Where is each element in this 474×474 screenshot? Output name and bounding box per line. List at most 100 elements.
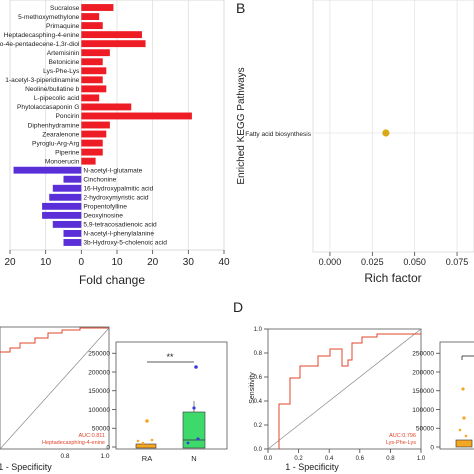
metabolite-label: Lys-Phe-Lys xyxy=(43,68,80,75)
metabolite-label: L-pipecolic acid xyxy=(34,95,80,102)
x-tick-label: 10 xyxy=(111,257,123,268)
y-tick-label: 0 xyxy=(430,444,434,451)
metabolite-label: Zearalenone xyxy=(42,131,79,138)
fold-change-bar xyxy=(81,103,132,111)
fold-change-bar xyxy=(81,85,107,93)
y-tick-label: 250000 xyxy=(88,351,110,358)
y-tick-label: 0.8 xyxy=(254,351,263,357)
metabolite-label: N-acetyl-l-phenylalanine xyxy=(83,231,154,238)
auc-label: AUC:0.811 xyxy=(79,433,106,439)
pathway-label: Fatty acid biosynthesis xyxy=(245,131,312,138)
metabolite-label: Cinchonine xyxy=(83,176,116,183)
fold-change-bar xyxy=(81,112,192,120)
group-label-n: N xyxy=(191,454,196,463)
y-axis-title: Sensitivity xyxy=(249,372,256,404)
metabolite-label: Diphenhydramine xyxy=(28,122,80,129)
y-tick-label: 250000 xyxy=(412,351,434,358)
metabolite-label: 2-hydroxymyristic acid xyxy=(83,195,149,202)
panel-label-b: B xyxy=(236,0,245,16)
boxplot-c: 0 50000 100000 150000 200000 250000 ** RA N xyxy=(88,341,228,463)
y-tick-label: 200000 xyxy=(412,369,434,376)
metabolite-label: Artemisinin xyxy=(47,50,80,57)
metabolite-label: mino-4e-pentadecene-1,3r-diol xyxy=(0,41,80,48)
y-tick-label: 1.0 xyxy=(254,327,263,333)
fold-change-bar xyxy=(81,49,110,57)
x-axis-title: 1 - Specificity xyxy=(285,462,339,472)
significance-marker: ** xyxy=(166,352,174,362)
x-tick-label: 0.6 xyxy=(356,456,365,462)
fold-change-bar xyxy=(63,230,82,237)
x-tick-label: 0.8 xyxy=(60,453,69,460)
metabolite-label: Monoerucin xyxy=(45,158,80,165)
y-tick-label: 0.2 xyxy=(254,423,263,429)
roc-curve-c: AUC:0.811 Heptadecasphing-4-enine 0.8 1.… xyxy=(0,326,110,472)
fold-change-bar xyxy=(42,202,82,210)
fold-change-bar xyxy=(49,193,82,201)
metabolite-label: 16-Hydroxypalmitic acid xyxy=(83,186,153,193)
x-tick-label: 1.0 xyxy=(417,456,426,462)
plot-area xyxy=(439,341,474,450)
box-ra xyxy=(455,387,473,448)
x-tick-label: 0.075 xyxy=(446,257,469,267)
fold-change-bar xyxy=(63,239,82,246)
fold-change-bar xyxy=(81,157,96,165)
x-tick-label: 0.050 xyxy=(403,257,426,267)
metabolite-label: 5,9-tetracosadienoic acid xyxy=(83,222,157,229)
roc-line xyxy=(0,327,109,353)
fold-change-bar xyxy=(81,31,142,39)
x-tick-label: 0.000 xyxy=(319,257,342,267)
metabolite-label: Phytolaccasaponin G xyxy=(17,104,79,111)
y-tick-label: 0.4 xyxy=(254,399,263,405)
fold-change-bar xyxy=(81,121,110,129)
metabolite-label: Heptadecasphing-4-enine xyxy=(4,32,80,39)
metabolite-label: Deoxyinosine xyxy=(83,213,123,220)
metabolite-label: Sucralose xyxy=(50,5,80,12)
fold-change-bar-chart: Sucralose 5-methoxymethylone Primaquine Hep… xyxy=(0,0,230,287)
y-tick-label: 50000 xyxy=(92,426,110,433)
metabolite-label: Propentofylline xyxy=(83,204,127,211)
box-n xyxy=(182,365,206,449)
plot-area xyxy=(115,341,228,450)
x-tick-label: 20 xyxy=(147,257,159,268)
x-tick-label: 10 xyxy=(40,257,52,268)
y-tick-label: 50000 xyxy=(416,426,434,433)
metabolite-label: Heptadecasphing-4-enine xyxy=(42,440,105,446)
y-tick-label: 0 xyxy=(106,444,110,451)
fold-change-bar xyxy=(52,184,82,192)
y-tick-label: 100000 xyxy=(88,407,110,414)
boxplot-d: 0 50000 100000 150000 200000 250000 xyxy=(412,341,474,451)
x-tick-label: 0 xyxy=(79,257,85,268)
x-axis-title: Rich factor xyxy=(364,271,421,285)
fold-change-bar xyxy=(81,58,103,66)
fold-change-bar xyxy=(81,148,103,156)
fold-change-bar xyxy=(81,4,114,11)
metabolite-label: 5-methoxymethylone xyxy=(18,14,80,21)
metabolite-label: Lys-Phe-Lys xyxy=(386,440,416,446)
y-tick-label: 0.6 xyxy=(254,375,263,381)
fold-change-bar xyxy=(81,130,107,138)
roc-line xyxy=(278,333,421,449)
metabolite-label: Pyroglu-Arg-Arg xyxy=(32,140,80,147)
x-tick-label: 40 xyxy=(218,257,230,268)
fold-change-bar xyxy=(52,220,82,228)
metabolite-label: Betonicine xyxy=(49,59,80,66)
metabolite-label: Neoline/bullatine b xyxy=(25,86,80,93)
x-axis-title: Fold change xyxy=(79,273,145,287)
plot-area xyxy=(312,0,474,253)
fold-change-bar xyxy=(13,166,82,174)
fold-change-bar xyxy=(81,76,103,84)
fold-change-bar xyxy=(81,13,100,20)
y-tick-label: 0.0 xyxy=(254,447,263,453)
metabolite-label: Poncirin xyxy=(56,113,80,120)
metabolite-label: 1-acetyl-3-piperidinamine xyxy=(5,77,79,84)
x-tick-label: 0.2 xyxy=(294,456,303,462)
y-tick-label: 200000 xyxy=(88,369,110,376)
x-tick-label: 0.4 xyxy=(325,456,334,462)
y-axis-title: Enriched KEGG Pathways xyxy=(236,67,247,184)
metabolite-label: 3b-Hydroxy-5-cholenoic acid xyxy=(83,240,167,247)
fold-change-bar xyxy=(81,139,103,147)
auc-label: AUC:0.796 xyxy=(389,433,416,439)
fold-change-bar xyxy=(42,211,82,219)
fold-change-bar xyxy=(63,175,82,183)
